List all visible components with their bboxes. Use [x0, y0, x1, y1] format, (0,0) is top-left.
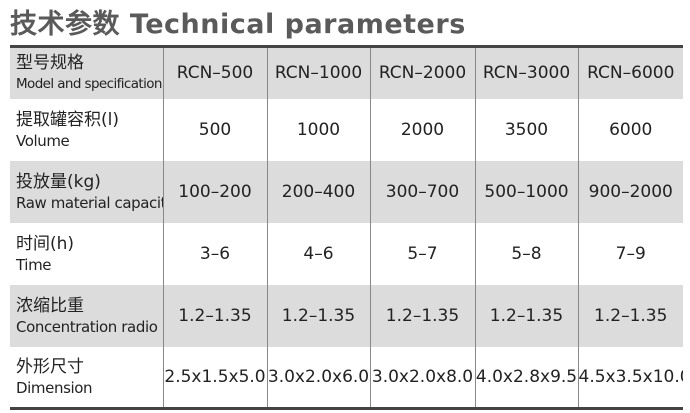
value-cell: 300–700	[369, 160, 475, 223]
label-cell: 投放量(kg) Raw material capacity	[10, 160, 163, 223]
value-cell: 7–9	[577, 222, 683, 285]
value-cell: 4.0x2.8x9.5	[474, 346, 578, 409]
label-en: Volume	[16, 131, 70, 150]
value-cell: 1.2–1.35	[162, 284, 267, 347]
model-cell: RCN–1000	[266, 46, 370, 99]
label-cn: 型号规格	[16, 53, 84, 74]
value-cell: 4–6	[266, 222, 370, 285]
data-row: 外形尺寸 Dimension 2.5x1.5x5.0 3.0x2.0x6.0 3.0x2…	[10, 346, 683, 409]
label-en: Dimension	[16, 378, 93, 397]
label-cn: 浓缩比重	[16, 295, 84, 316]
value-cell: 1.2–1.35	[369, 284, 475, 347]
value-cell: 6000	[577, 98, 683, 161]
label-cn: 外形尺寸	[16, 356, 84, 377]
page-title: 技术参数 Technical parameters	[10, 9, 466, 40]
data-row: 提取罐容积(l) Volume 500 1000 2000 3500 6000	[10, 98, 683, 161]
label-cn: 时间(h)	[16, 233, 75, 254]
table-body: 型号规格 Model and specification RCN–500 RCN–10…	[10, 46, 683, 409]
spec-table: 型号规格 Model and specification RCN–500 RCN–10…	[10, 45, 683, 410]
label-cell: 型号规格 Model and specification	[10, 46, 163, 99]
value-cell: 500	[162, 98, 267, 161]
label-cell: 时间(h) Time	[10, 223, 163, 285]
value-cell: 3.0x2.0x8.0	[369, 346, 475, 409]
model-cell: RCN–2000	[369, 46, 475, 99]
label-cell: 外形尺寸 Dimension	[10, 347, 163, 409]
data-row: 浓缩比重 Concentration radio 1.2–1.35 1.2–1.35 1…	[10, 284, 683, 347]
value-cell: 1000	[266, 98, 370, 161]
value-cell: 5–8	[474, 222, 578, 285]
model-cell: RCN–3000	[474, 46, 578, 99]
value-cell: 2.5x1.5x5.0	[162, 346, 267, 409]
label-en: Time	[16, 255, 52, 274]
label-cell: 浓缩比重 Concentration radio	[10, 284, 163, 347]
label-en: Model and specification	[16, 76, 162, 93]
label-en: Raw material capacity	[16, 193, 163, 212]
value-cell: 100–200	[162, 160, 267, 223]
value-cell: 2000	[369, 98, 475, 161]
value-cell: 5–7	[369, 222, 475, 285]
label-cell: 提取罐容积(l) Volume	[10, 99, 163, 161]
value-cell: 3.0x2.0x6.0	[266, 346, 370, 409]
value-cell: 900–2000	[577, 160, 683, 223]
value-cell: 3–6	[162, 222, 267, 285]
value-cell: 1.2–1.35	[266, 284, 370, 347]
value-cell: 1.2–1.35	[474, 284, 578, 347]
label-en: Concentration radio	[16, 317, 158, 336]
model-cell: RCN–6000	[577, 46, 683, 99]
model-cell: RCN–500	[162, 46, 267, 99]
value-cell: 3500	[474, 98, 578, 161]
data-row: 时间(h) Time 3–6 4–6 5–7 5–8 7–9	[10, 222, 683, 285]
header-row: 型号规格 Model and specification RCN–500 RCN–10…	[10, 46, 683, 99]
label-cn: 投放量(kg)	[16, 171, 101, 192]
value-cell: 1.2–1.35	[577, 284, 683, 347]
label-cn: 提取罐容积(l)	[16, 109, 119, 130]
data-row: 投放量(kg) Raw material capacity 100–200 200–4…	[10, 160, 683, 223]
value-cell: 200–400	[266, 160, 370, 223]
value-cell: 500–1000	[474, 160, 578, 223]
value-cell: 4.5x3.5x10.0	[577, 346, 683, 409]
